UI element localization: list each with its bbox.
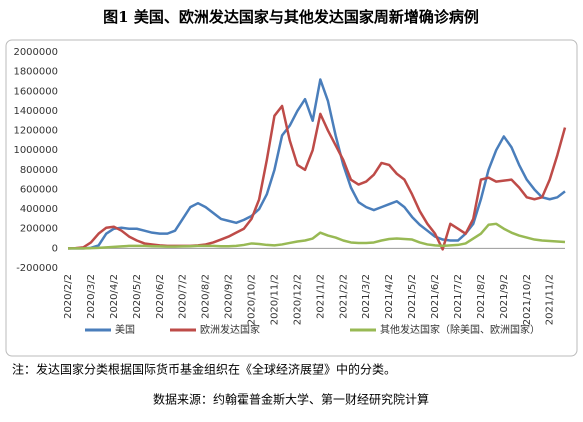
chart-title: 图1 美国、欧洲发达国家与其他发达国家周新增确诊病例 — [103, 8, 479, 26]
x-tick-label: 2020/6/2 — [155, 274, 166, 319]
source: 数据来源：约翰霍普金斯大学、第一财经研究院计算 — [153, 392, 429, 407]
x-tick-label: 2020/9/2 — [224, 274, 235, 319]
x-tick-label: 2020/10/2 — [247, 274, 258, 325]
legend-label: 欧洲发达国家 — [200, 323, 260, 336]
y-tick-label: 800000 — [20, 165, 58, 176]
y-tick-label: 2000000 — [13, 47, 58, 58]
legend-label: 美国 — [115, 323, 135, 336]
y-tick-label: -200000 — [16, 263, 58, 274]
x-tick-label: 2021/4/2 — [384, 274, 395, 319]
x-tick-label: 2021/8/2 — [476, 274, 487, 319]
x-tick-label: 2020/11/2 — [269, 274, 280, 325]
y-tick-label: 1200000 — [13, 126, 58, 137]
y-tick-label: 200000 — [20, 224, 58, 235]
x-tick-label: 2020/4/2 — [109, 274, 120, 319]
x-tick-label: 2020/2/2 — [63, 274, 74, 319]
x-tick-label: 2021/7/2 — [453, 274, 464, 319]
x-tick-label: 2020/12/2 — [292, 274, 303, 325]
x-tick-label: 2021/5/2 — [407, 274, 418, 319]
chart-frame — [5, 39, 578, 357]
y-tick-label: 1600000 — [13, 86, 58, 97]
y-tick-label: 600000 — [20, 184, 58, 195]
x-tick-label: 2021/3/2 — [361, 274, 372, 319]
x-tick-label: 2021/2/2 — [338, 274, 349, 319]
x-tick-label: 2020/5/2 — [132, 274, 143, 319]
legend-label: 其他发达国家（除美国、欧洲国家） — [380, 323, 540, 336]
x-tick-label: 2021/9/2 — [499, 274, 510, 319]
note: 注：发达国家分类根据国际货币基金组织在《全球经济展望》中的分类。 — [12, 362, 396, 377]
x-tick-label: 2021/11/2 — [545, 274, 556, 325]
x-tick-label: 2021/10/2 — [522, 274, 533, 325]
y-tick-label: 400000 — [20, 204, 58, 215]
x-tick-label: 2021/1/2 — [315, 274, 326, 319]
x-tick-label: 2020/3/2 — [86, 274, 97, 319]
series-line — [68, 78, 566, 250]
series-line — [68, 222, 566, 250]
y-tick-label: 1000000 — [13, 145, 58, 156]
x-tick-label: 2020/8/2 — [201, 274, 212, 319]
y-tick-label: 1400000 — [13, 106, 58, 117]
y-tick-label: 1800000 — [13, 67, 58, 78]
series-line — [67, 104, 567, 251]
x-tick-label: 2020/7/2 — [178, 274, 189, 319]
x-tick-label: 2021/6/2 — [430, 274, 441, 319]
y-tick-label: 0 — [52, 243, 58, 254]
